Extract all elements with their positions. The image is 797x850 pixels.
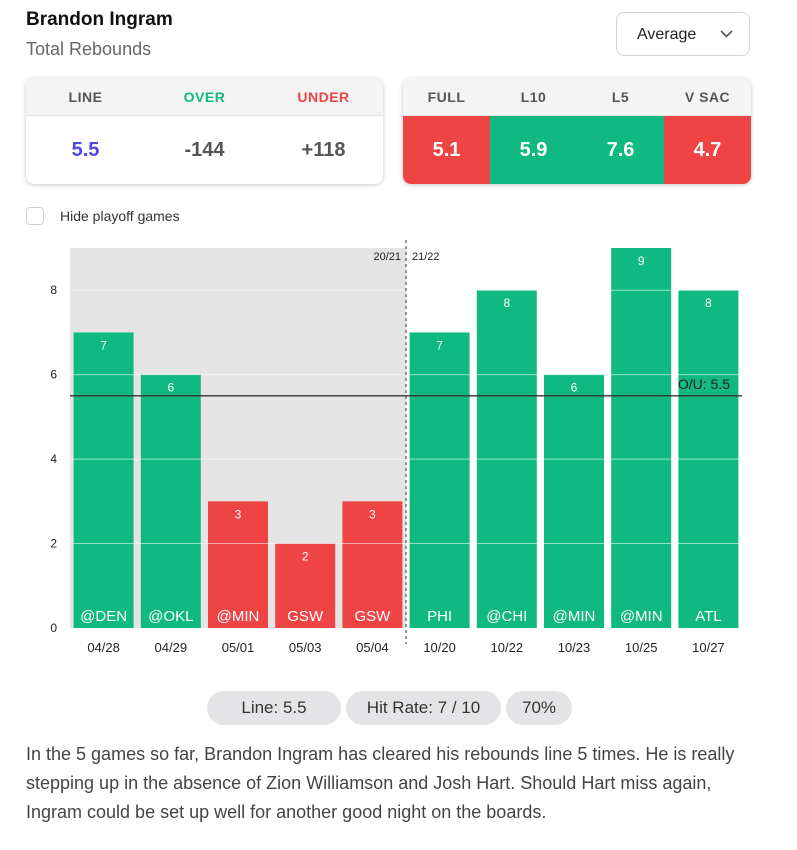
hit-rate-pill: Hit Rate: 7 / 10 bbox=[346, 691, 501, 725]
odds-header-over: OVER bbox=[183, 88, 226, 105]
bar-opponent-label: @CHI bbox=[486, 608, 527, 625]
x-tick-label: 04/28 bbox=[87, 640, 120, 655]
odds-card: LINE OVER UNDER 5.5 -144 +118 bbox=[26, 78, 383, 184]
bar-value-label: 8 bbox=[503, 296, 510, 310]
splits-card: FULL L10 L5 V SAC 5.1 5.9 7.6 4.7 bbox=[403, 78, 751, 184]
rebounds-bar-chart: 7 @DEN 04/28 6 @OKL 04/29 3 @MIN 05/01 2 GSW 05/03 3… bbox=[50, 240, 742, 655]
x-tick-label: 10/22 bbox=[491, 640, 524, 655]
ou-line-label: O/U: 5.5 bbox=[678, 376, 730, 392]
bar bbox=[544, 374, 604, 628]
y-tick-label: 6 bbox=[50, 368, 57, 382]
player-name: Brandon Ingram bbox=[26, 9, 173, 30]
bar-opponent-label: ATL bbox=[695, 608, 721, 625]
bar-value-label: 3 bbox=[369, 507, 376, 521]
y-tick-label: 4 bbox=[50, 452, 57, 466]
bar bbox=[73, 332, 134, 628]
bar-value-label: 8 bbox=[705, 296, 712, 310]
splits-value-l10: 5.9 bbox=[490, 116, 577, 184]
y-tick-label: 0 bbox=[50, 621, 57, 635]
odds-value-over: -144 bbox=[184, 138, 225, 161]
splits-value-l5: 7.6 bbox=[577, 116, 664, 184]
bar bbox=[140, 374, 201, 628]
x-tick-label: 04/29 bbox=[155, 640, 188, 655]
x-tick-label: 10/25 bbox=[625, 640, 658, 655]
splits-value-row: 5.1 5.9 7.6 4.7 bbox=[403, 116, 751, 184]
splits-value-full: 5.1 bbox=[403, 116, 490, 184]
hide-playoff-checkbox[interactable] bbox=[26, 207, 44, 225]
chevron-down-icon bbox=[720, 30, 733, 38]
splits-header-vsac: V SAC bbox=[684, 88, 731, 105]
bar-opponent-label: PHI bbox=[427, 608, 452, 625]
splits-header-l10: L10 bbox=[520, 88, 547, 105]
splits-value-vsac: 4.7 bbox=[664, 116, 751, 184]
bar-value-label: 6 bbox=[571, 381, 578, 395]
y-tick-label: 2 bbox=[50, 537, 57, 551]
bar-opponent-label: @MIN bbox=[620, 608, 663, 625]
bar-opponent-label: @MIN bbox=[553, 608, 596, 625]
season-label-prev: 20/21 bbox=[373, 251, 401, 263]
odds-value-row: 5.5 -144 +118 bbox=[26, 116, 383, 184]
bar-value-label: 7 bbox=[100, 338, 107, 352]
x-tick-label: 10/23 bbox=[558, 640, 591, 655]
y-tick-label: 8 bbox=[50, 283, 57, 297]
odds-value-under: +118 bbox=[301, 138, 346, 161]
bar-opponent-label: @OKL bbox=[148, 608, 193, 625]
average-dropdown[interactable]: Average bbox=[616, 12, 750, 56]
bar bbox=[611, 248, 672, 628]
bar-value-label: 3 bbox=[235, 507, 242, 521]
bar-opponent-label: @DEN bbox=[80, 608, 127, 625]
bar bbox=[275, 543, 336, 628]
splits-header-l5: L5 bbox=[611, 88, 630, 105]
hide-playoff-label: Hide playoff games bbox=[60, 208, 180, 224]
odds-value-line: 5.5 bbox=[71, 138, 100, 161]
hide-playoff-toggle[interactable]: Hide playoff games bbox=[26, 207, 180, 225]
bar bbox=[208, 501, 268, 628]
bar-value-label: 6 bbox=[167, 381, 174, 395]
bar-opponent-label: GSW bbox=[287, 608, 324, 625]
x-tick-label: 05/04 bbox=[356, 640, 389, 655]
splits-header-row: FULL L10 L5 V SAC bbox=[403, 78, 751, 116]
x-tick-label: 10/27 bbox=[692, 640, 725, 655]
bar-value-label: 7 bbox=[436, 338, 443, 352]
odds-header-row: LINE OVER UNDER bbox=[26, 78, 383, 116]
splits-header-full: FULL bbox=[427, 88, 466, 105]
x-tick-label: 10/20 bbox=[423, 640, 456, 655]
odds-header-under: UNDER bbox=[297, 88, 350, 105]
stat-name: Total Rebounds bbox=[26, 39, 152, 59]
season-label-current: 21/22 bbox=[412, 251, 440, 263]
bar-value-label: 2 bbox=[302, 550, 309, 564]
analysis-blurb: In the 5 games so far, Brandon Ingram ha… bbox=[26, 744, 735, 822]
bar bbox=[409, 332, 470, 628]
x-tick-label: 05/01 bbox=[222, 640, 255, 655]
line-pill: Line: 5.5 bbox=[207, 691, 341, 725]
dropdown-value: Average bbox=[637, 26, 697, 43]
bar-opponent-label: GSW bbox=[354, 608, 391, 625]
bar-opponent-label: @MIN bbox=[217, 608, 260, 625]
bar bbox=[342, 501, 403, 628]
odds-header-line: LINE bbox=[68, 88, 103, 105]
bar-value-label: 9 bbox=[638, 254, 645, 268]
x-tick-label: 05/03 bbox=[289, 640, 322, 655]
hit-percent-pill: 70% bbox=[506, 691, 572, 725]
